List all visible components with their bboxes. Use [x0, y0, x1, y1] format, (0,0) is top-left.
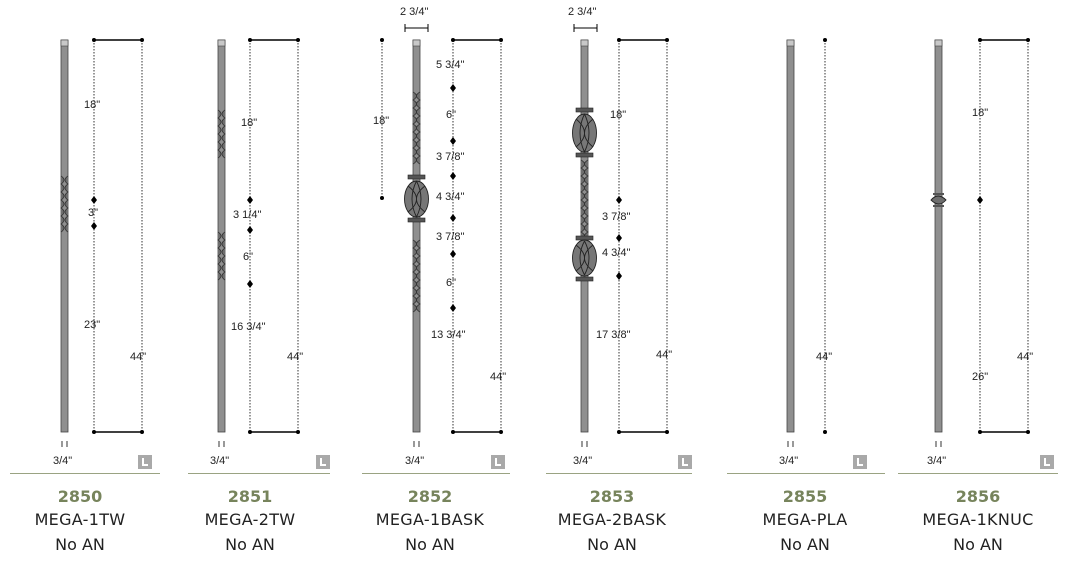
dim-label: 44"	[287, 351, 303, 363]
product-sub: No AN	[953, 535, 1003, 554]
dim-label: 6"	[446, 109, 456, 121]
dim-label: 44"	[130, 351, 146, 363]
L-icon	[316, 455, 330, 469]
product-2856: 18" 26" 44" 3/4" 2856 MEGA-1KNUC No AN	[898, 0, 1058, 561]
dim-label: 16 3/4"	[231, 321, 266, 333]
top-width-label: 2 3/4"	[400, 6, 428, 18]
dim-label: 18"	[84, 99, 100, 111]
baluster-diagram: 18" 3 1/4" 6" 16 3/4" 44" 3/4"	[210, 38, 303, 467]
product-code: 2852	[407, 487, 453, 506]
product-sub: No AN	[780, 535, 830, 554]
width-label: 3/4"	[210, 455, 229, 467]
baluster-bar	[934, 39, 943, 433]
product-name: MEGA-2BASK	[557, 510, 667, 529]
L-icon	[678, 455, 692, 469]
baseline	[10, 473, 160, 474]
width-label: 3/4"	[53, 455, 72, 467]
product-2851: 18" 3 1/4" 6" 16 3/4" 44" 3/4" 2851 MEGA…	[170, 0, 330, 561]
baluster-diagram: 44" 3/4"	[779, 38, 832, 467]
width-label: 3/4"	[927, 455, 946, 467]
dim-label: 44"	[1017, 351, 1033, 363]
dim-label: 18"	[972, 107, 988, 119]
product-code: 2851	[227, 487, 273, 506]
twist-ornament	[412, 91, 421, 313]
product-name: MEGA-2TW	[204, 510, 296, 529]
twist-ornament	[580, 159, 589, 241]
dim-label: 3 7/8"	[436, 151, 464, 163]
dim-label: 3"	[88, 207, 98, 219]
product-sub: No AN	[587, 535, 637, 554]
baseline	[546, 473, 692, 474]
product-code: 2855	[782, 487, 828, 506]
product-sub: No AN	[225, 535, 275, 554]
product-sub: No AN	[405, 535, 455, 554]
dim-label: 44"	[656, 349, 672, 361]
dim-label: 18"	[241, 117, 257, 129]
dim-label: 18"	[373, 115, 389, 127]
dim-label: 4 3/4"	[602, 247, 630, 259]
dim-label: 3 1/4"	[233, 209, 261, 221]
twist-ornament	[217, 231, 226, 281]
dim-label: 26"	[972, 371, 988, 383]
baseline	[898, 473, 1058, 474]
baseline	[188, 473, 330, 474]
baseline	[727, 473, 885, 474]
baluster-diagram: 2 3/4"	[568, 6, 672, 467]
product-name: MEGA-1BASK	[375, 510, 485, 529]
dim-label: 3 7/8"	[602, 211, 630, 223]
product-2855: 44" 3/4" 2855 MEGA-PLA No AN	[725, 0, 885, 561]
L-icon	[491, 455, 505, 469]
baluster-diagram: 18" 26" 44" 3/4"	[927, 38, 1033, 467]
dim-label: 4 3/4"	[436, 191, 464, 203]
width-label: 3/4"	[573, 455, 592, 467]
dim-label: 13 3/4"	[431, 329, 466, 341]
top-width-label: 2 3/4"	[568, 6, 596, 18]
product-2850: 18" 3" 23" 44" 3/4" 2850 MEGA-1TW No AN	[0, 0, 160, 561]
baluster-diagram: 2 3/4" 18"	[373, 6, 506, 467]
L-icon	[138, 455, 152, 469]
product-2853: 2 3/4"	[532, 0, 692, 561]
twist-ornament	[217, 109, 226, 159]
baseline	[362, 473, 510, 474]
product-name: MEGA-1KNUC	[922, 510, 1034, 529]
dim-label: 6"	[243, 251, 253, 263]
width-label: 3/4"	[405, 455, 424, 467]
product-code: 2850	[57, 487, 103, 506]
product-name: MEGA-PLA	[762, 510, 848, 529]
dim-label: 3 7/8"	[436, 231, 464, 243]
twist-ornament	[60, 175, 69, 233]
basket-ornament	[572, 107, 597, 158]
dim-label: 23"	[84, 319, 100, 331]
dim-label: 18"	[610, 109, 626, 121]
L-icon	[1040, 455, 1054, 469]
width-label: 3/4"	[779, 455, 798, 467]
product-2852: 2 3/4" 18"	[350, 0, 510, 561]
basket-ornament	[404, 174, 429, 223]
dim-label: 17 3/8"	[596, 329, 631, 341]
basket-ornament	[572, 235, 597, 282]
baluster-bar	[60, 39, 69, 433]
dim-label: 44"	[490, 371, 506, 383]
knuckle-ornament	[930, 193, 947, 207]
baluster-diagram: 18" 3" 23" 44" 3/4"	[53, 38, 146, 467]
dim-label: 44"	[816, 351, 832, 363]
dim-label: 5 3/4"	[436, 59, 464, 71]
product-sub: No AN	[55, 535, 105, 554]
product-name: MEGA-1TW	[34, 510, 126, 529]
L-icon	[853, 455, 867, 469]
product-code: 2853	[589, 487, 635, 506]
baluster-bar	[786, 39, 795, 433]
product-code: 2856	[955, 487, 1001, 506]
dim-label: 6"	[446, 277, 456, 289]
